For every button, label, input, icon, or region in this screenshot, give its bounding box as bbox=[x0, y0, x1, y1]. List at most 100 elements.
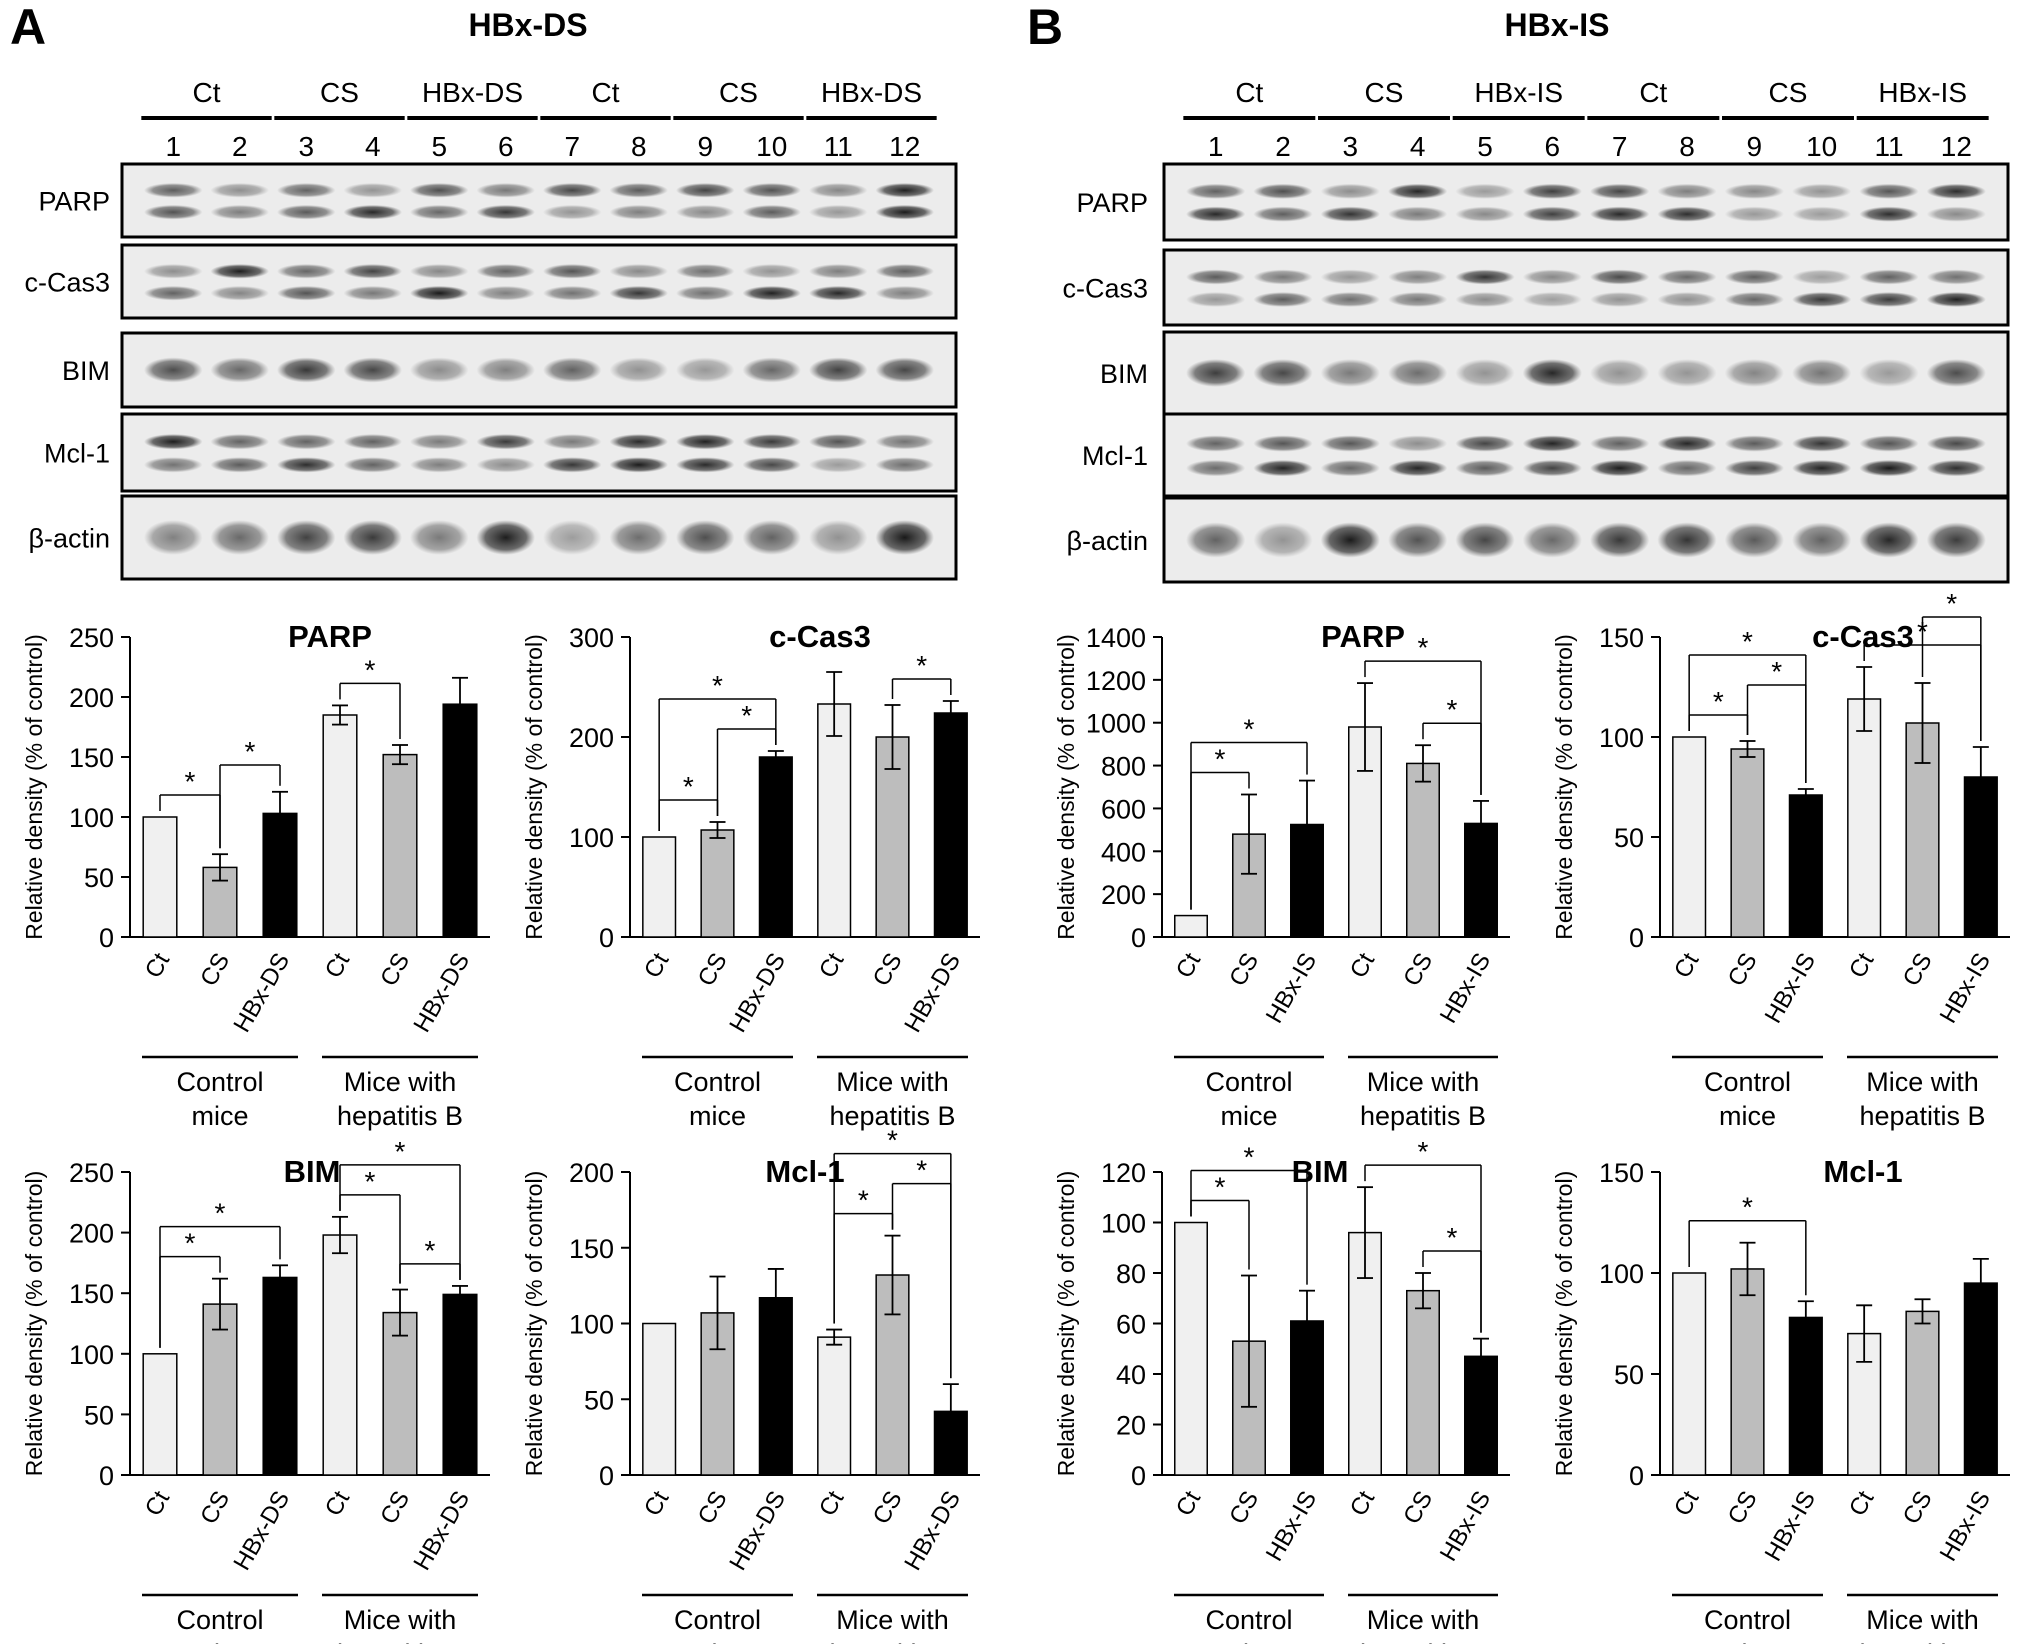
lane-number: 2 bbox=[1275, 131, 1291, 162]
blot-band bbox=[1320, 435, 1380, 452]
category-label: HBx-IS bbox=[1935, 949, 1996, 1028]
bar bbox=[202, 866, 238, 938]
lane-number: 7 bbox=[1612, 131, 1628, 162]
group-caption-line: hepatitis B bbox=[337, 1639, 463, 1644]
blot-band bbox=[409, 434, 469, 450]
y-axis-label: Relative density (% of control) bbox=[521, 634, 547, 940]
blot-band bbox=[1724, 206, 1784, 222]
group-caption-line: mice bbox=[1719, 1639, 1776, 1644]
blot-box bbox=[120, 243, 958, 320]
blot-band bbox=[210, 357, 270, 383]
y-tick-label: 100 bbox=[569, 823, 614, 853]
bar bbox=[382, 753, 418, 938]
category-label: Ct bbox=[1669, 1486, 1705, 1521]
blot-band bbox=[343, 457, 403, 473]
blot-band bbox=[742, 434, 802, 450]
y-axis-label: Relative density (% of control) bbox=[1551, 1171, 1577, 1477]
blot-band bbox=[143, 263, 203, 279]
group-caption-line: Mice with bbox=[344, 1067, 457, 1097]
lane-group-label: Ct bbox=[592, 77, 620, 108]
bar bbox=[1905, 1310, 1940, 1476]
bar bbox=[642, 836, 677, 938]
chart-title: BIM bbox=[284, 1154, 341, 1189]
category-label: CS bbox=[195, 1487, 235, 1529]
group-caption-line: Mice with bbox=[836, 1605, 949, 1635]
blot-band bbox=[742, 520, 802, 555]
y-tick-label: 80 bbox=[1116, 1259, 1146, 1289]
blot-box bbox=[1162, 162, 2010, 242]
category-label: CS bbox=[1398, 1487, 1438, 1529]
blot-band bbox=[1590, 183, 1650, 199]
y-tick-label: 0 bbox=[599, 1461, 614, 1491]
category-label: HBx-IS bbox=[1435, 949, 1496, 1028]
blot-band bbox=[875, 357, 935, 383]
blot-band bbox=[808, 263, 868, 279]
significance-star: * bbox=[916, 650, 927, 681]
blot-band bbox=[210, 520, 270, 555]
significance-star: * bbox=[1713, 686, 1724, 717]
blot-band bbox=[1859, 183, 1919, 199]
blot-band bbox=[343, 520, 403, 555]
category-label: Ct bbox=[140, 948, 176, 983]
group-caption-line: hepatitis B bbox=[1859, 1639, 1985, 1644]
significance-star: * bbox=[1946, 588, 1957, 619]
y-tick-label: 150 bbox=[69, 743, 114, 773]
category-label: HBx-IS bbox=[1760, 1487, 1821, 1566]
bar bbox=[1730, 748, 1765, 938]
lane-number: 1 bbox=[1208, 131, 1224, 162]
blot-row-label: β-actin bbox=[28, 524, 110, 554]
blot-band bbox=[1253, 522, 1313, 558]
category-label: CS bbox=[1224, 949, 1264, 991]
blot-band bbox=[476, 434, 536, 450]
blot-band bbox=[1388, 292, 1448, 307]
bar bbox=[142, 816, 178, 938]
bar bbox=[382, 1311, 418, 1476]
blot-band bbox=[1253, 292, 1313, 307]
blot-band bbox=[542, 182, 602, 198]
blot-band bbox=[542, 457, 602, 473]
blot-band bbox=[609, 263, 669, 279]
y-tick-label: 150 bbox=[69, 1279, 114, 1309]
blot-band bbox=[1590, 522, 1650, 558]
bar bbox=[933, 712, 968, 938]
group-caption-line: Control bbox=[176, 1067, 263, 1097]
blot-band bbox=[1926, 206, 1986, 222]
y-axis-label: Relative density (% of control) bbox=[1053, 634, 1079, 940]
blot-band bbox=[210, 263, 270, 279]
category-label: Ct bbox=[814, 1486, 850, 1521]
category-label: CS bbox=[1224, 1487, 1264, 1529]
category-label: HBx-DS bbox=[228, 949, 295, 1038]
bar bbox=[642, 1322, 677, 1476]
blot-band bbox=[476, 263, 536, 279]
blot-band bbox=[1320, 522, 1380, 558]
y-tick-label: 200 bbox=[69, 1219, 114, 1249]
bar bbox=[1963, 1282, 1998, 1476]
blot-band bbox=[409, 457, 469, 473]
category-label: CS bbox=[1898, 949, 1938, 991]
bar bbox=[1406, 1289, 1440, 1476]
blot-band bbox=[1792, 435, 1852, 452]
group-caption-line: Mice with bbox=[1866, 1067, 1979, 1097]
significance-star: * bbox=[1742, 626, 1753, 657]
blot-band bbox=[1657, 183, 1717, 199]
y-tick-label: 100 bbox=[69, 803, 114, 833]
bar-chart-a-c-cas3: c-Cas3 0 100 200 300 Relative density (% of c… bbox=[521, 619, 980, 1131]
blot-band bbox=[143, 357, 203, 383]
category-label: CS bbox=[1398, 949, 1438, 991]
significance-star: * bbox=[1447, 694, 1458, 725]
blot-band bbox=[875, 520, 935, 555]
category-label: Ct bbox=[320, 948, 356, 983]
blot-band bbox=[1926, 359, 1986, 387]
bar-chart-b-bim: BIM 0 20 40 60 80 100 120 Relative density (% of… bbox=[1053, 1136, 1510, 1644]
blot-band bbox=[1859, 459, 1919, 477]
blot-band bbox=[1522, 435, 1582, 452]
category-label: Ct bbox=[320, 1486, 356, 1521]
blot-band bbox=[1455, 269, 1515, 285]
blot-row-label: c-Cas3 bbox=[1062, 274, 1148, 304]
group-caption-line: Mice with bbox=[836, 1067, 949, 1097]
y-tick-label: 0 bbox=[1131, 1461, 1146, 1491]
blot-band bbox=[1859, 522, 1919, 558]
blot-band bbox=[875, 434, 935, 450]
blot-band bbox=[1522, 359, 1582, 387]
significance-star: * bbox=[1244, 1142, 1255, 1173]
